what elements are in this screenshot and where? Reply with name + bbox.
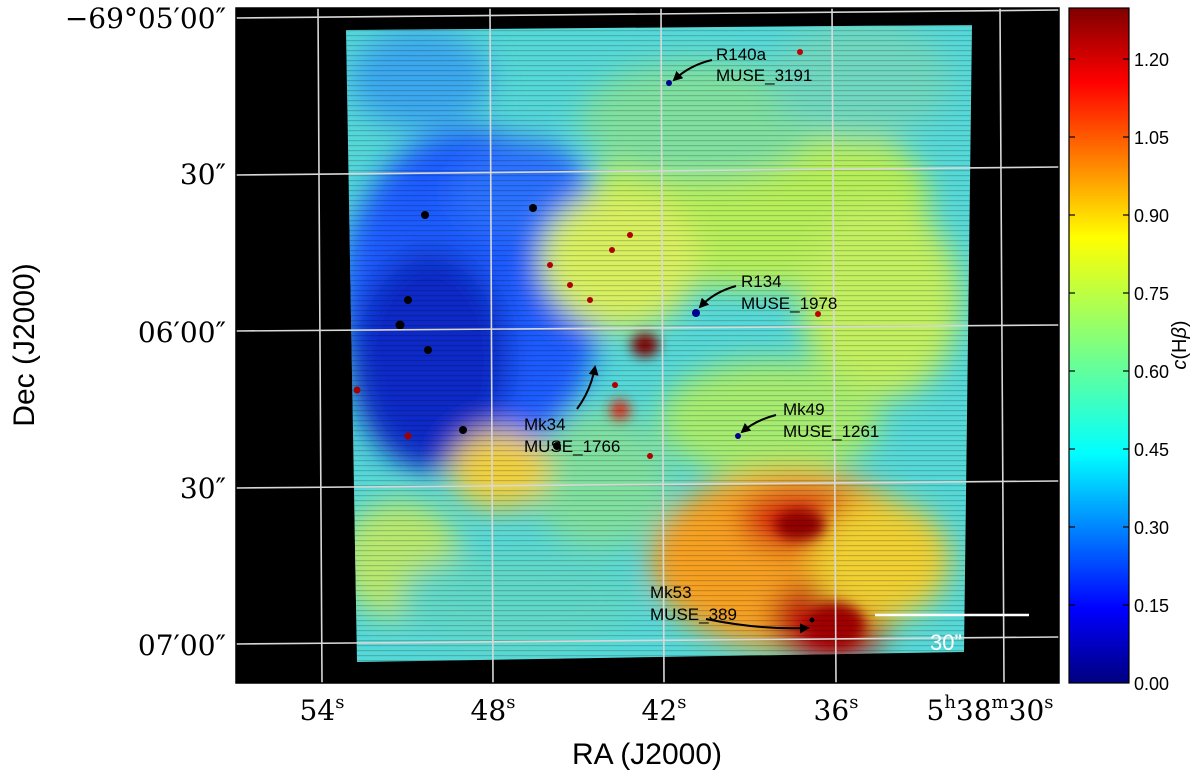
annotation-arrow	[576, 365, 599, 410]
colorbar: 1.20 1.05 0.90 0.75 0.60 0.45 0.30 0.15 …	[1068, 7, 1191, 694]
annotation-arrow	[705, 618, 810, 634]
dec-tick-label: 30″	[180, 158, 226, 191]
x-axis-title: RA (J2000)	[572, 738, 722, 771]
dec-tick-labels: −69°05′00″ 30″ 06′00″ 30″ 07′00″	[65, 2, 226, 662]
annotation-id: MUSE_1978	[741, 294, 837, 313]
coordinate-grid	[235, 7, 1060, 684]
annotation-arrow	[698, 285, 737, 309]
annotation-r140a: R140a MUSE_3191	[672, 45, 812, 85]
scale-bar-label: 30”	[930, 630, 962, 655]
annotation-name: Mk34	[524, 415, 566, 434]
colorbar-gradient	[1068, 7, 1130, 684]
colorbar-tick-label: 0.60	[1134, 362, 1169, 382]
annotation-id: MUSE_1261	[783, 422, 879, 441]
dec-tick-label: 07′00″	[138, 629, 226, 662]
annotation-id: MUSE_1766	[524, 437, 620, 456]
star-annotations: R140a MUSE_3191 R134 MUSE_1978 Mk34 MUSE…	[524, 45, 879, 634]
colorbar-tick-label: 0.15	[1134, 596, 1169, 616]
annotation-r134: R134 MUSE_1978	[698, 272, 837, 313]
annotation-id: MUSE_389	[650, 605, 737, 624]
annotation-name: Mk49	[783, 400, 825, 419]
annotation-mk49: Mk49 MUSE_1261	[740, 400, 879, 441]
ra-tick-label: 54s	[300, 692, 345, 727]
colorbar-tick-label: 0.00	[1134, 674, 1169, 694]
ra-tick-label: 5h38m30s	[926, 692, 1053, 727]
star-points	[353, 49, 821, 662]
annotation-mk53: Mk53 MUSE_389	[650, 583, 810, 634]
annotation-name: R134	[741, 272, 782, 291]
colorbar-tick-labels: 1.20 1.05 0.90 0.75 0.60 0.45 0.30 0.15 …	[1134, 50, 1169, 694]
colorbar-tick-label: 0.90	[1134, 206, 1169, 226]
dec-tick-label: 06′00″	[138, 316, 226, 349]
colorbar-tick-label: 1.20	[1134, 50, 1169, 70]
dec-tick-label: 30″	[180, 472, 226, 505]
annotation-id: MUSE_3191	[716, 66, 812, 85]
ra-tick-labels: 54s 48s 42s 36s 5h38m30s	[300, 692, 1054, 727]
image-frame	[235, 7, 1060, 684]
colorbar-tick-label: 0.30	[1134, 518, 1169, 538]
annotation-arrow	[672, 59, 713, 82]
colorbar-tick-label: 1.05	[1134, 128, 1169, 148]
annotation-mk34: Mk34 MUSE_1766	[524, 365, 620, 456]
annotation-name: R140a	[716, 45, 767, 64]
colorbar-ticks	[1069, 58, 1129, 606]
y-axis-title: Dec (J2000)	[8, 263, 41, 426]
extinction-mosaic	[346, 25, 972, 662]
ra-tick-label: 48s	[471, 692, 516, 727]
annotation-name: Mk53	[650, 583, 692, 602]
colorbar-tick-label: 0.45	[1134, 440, 1169, 460]
colorbar-label: c(Hβ)	[1169, 320, 1191, 369]
colorbar-tick-label: 0.75	[1134, 284, 1169, 304]
ra-tick-label: 36s	[814, 692, 859, 727]
dec-tick-label: −69°05′00″	[65, 2, 226, 35]
ra-tick-label: 42s	[642, 692, 687, 727]
annotation-arrow	[740, 414, 777, 434]
